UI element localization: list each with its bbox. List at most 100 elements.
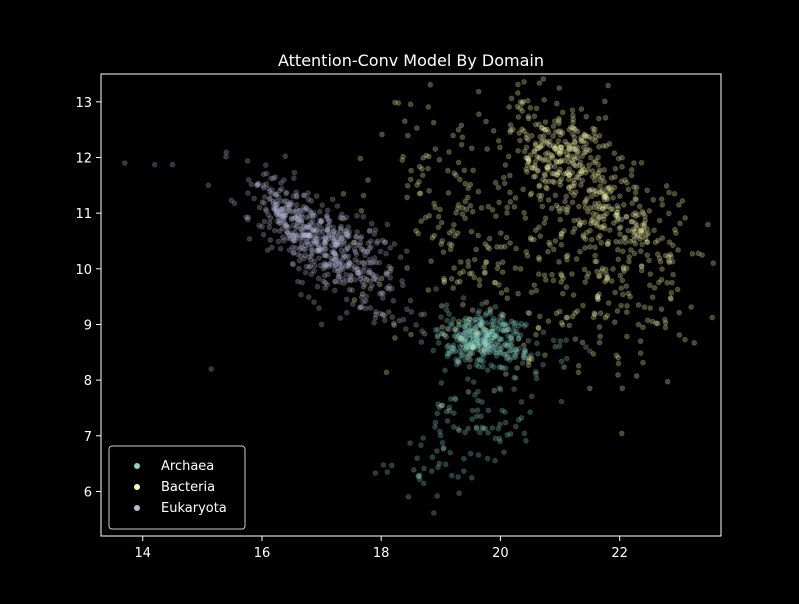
data-point [583,344,589,351]
data-point [470,333,477,339]
data-point [654,251,661,258]
data-point [311,258,318,265]
data-point [330,228,337,235]
data-point [313,227,320,234]
data-point [468,228,475,235]
data-point [325,218,332,225]
data-point [315,246,322,252]
data-point [484,335,490,342]
data-point [274,209,281,216]
data-point [484,332,491,338]
data-point [315,255,322,262]
data-point [382,239,389,246]
data-point [356,269,363,276]
data-point [529,356,535,362]
data-point [283,228,290,235]
data-point [421,465,427,472]
data-point [523,135,530,141]
data-point [495,137,502,144]
data-point [386,286,392,293]
data-point [498,327,505,334]
data-point [334,237,341,244]
data-point [357,273,364,279]
data-point [466,363,473,370]
data-point [558,234,564,240]
data-point [359,291,366,297]
data-point [563,337,570,344]
data-point [537,233,544,240]
data-point [590,314,597,321]
data-point [566,166,572,172]
data-point [293,202,300,208]
data-point [294,212,301,219]
data-point [557,338,564,344]
data-point [570,177,577,184]
data-point [267,195,274,202]
data-point [208,366,215,372]
data-point [482,340,489,347]
data-point [482,241,489,247]
data-point [635,321,642,328]
data-point [275,214,282,221]
data-point [491,279,498,286]
data-point [428,468,435,475]
data-point [536,183,542,190]
data-point [655,237,662,244]
data-point [557,181,564,188]
data-point [313,232,319,239]
data-point [521,323,528,330]
data-point [293,245,300,251]
data-point [451,170,458,177]
data-point [632,210,639,216]
data-point [479,323,486,330]
data-point [344,246,351,252]
data-point [637,338,644,345]
data-point [622,234,629,241]
data-point [488,362,495,369]
data-point [569,142,575,149]
data-point [477,317,484,324]
data-point [462,215,469,222]
data-point [458,141,465,148]
data-point [487,310,494,317]
data-point [517,332,524,339]
data-point [301,232,308,239]
series-archaea [372,295,593,516]
data-point [476,111,482,118]
data-point [472,325,479,332]
data-point [467,341,474,348]
data-point [295,251,302,258]
data-point [535,145,542,152]
data-point [371,275,378,282]
data-point [321,262,328,268]
data-point [505,339,512,346]
data-point [614,209,621,216]
data-point [571,217,577,224]
data-point [469,342,475,349]
data-point [438,330,445,337]
data-point [415,230,422,237]
data-point [563,355,570,362]
data-point [459,336,466,343]
data-point [440,249,447,256]
data-point [310,228,317,234]
data-point [555,115,562,122]
data-point [475,88,482,95]
data-point [500,312,507,318]
data-point [272,191,279,197]
data-point [396,317,403,324]
legend-marker [134,463,140,469]
data-point [263,206,269,213]
data-point [389,285,395,292]
data-point [316,221,323,227]
data-point [477,321,484,327]
data-point [502,322,509,328]
data-point [322,241,329,248]
data-point [605,238,612,245]
data-point [474,407,481,414]
data-point [556,117,562,124]
data-point [311,299,317,306]
data-point [297,207,304,214]
data-point [268,175,274,182]
